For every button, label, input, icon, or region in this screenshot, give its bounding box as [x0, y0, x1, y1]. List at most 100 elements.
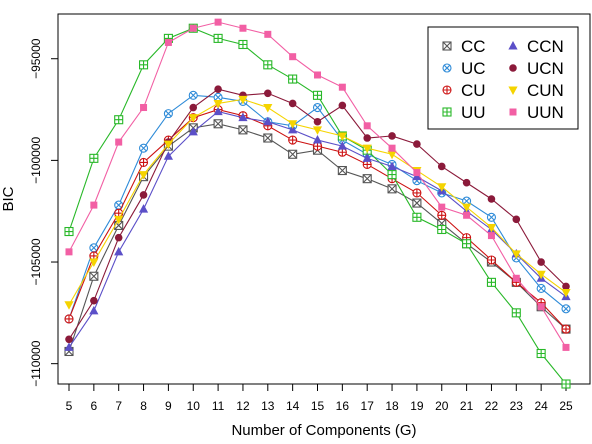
x-tick-label: 25 [559, 399, 573, 413]
data-point-uun [189, 24, 197, 32]
data-point-uun [487, 232, 495, 240]
data-point-cun [64, 301, 74, 310]
data-point-ucn [363, 134, 372, 142]
data-point-ccn [64, 342, 74, 351]
series-ccn [64, 106, 571, 351]
data-point-ucn [264, 89, 272, 98]
data-point-cun [263, 104, 273, 113]
series-layer [64, 18, 571, 389]
data-point-uun [512, 274, 520, 282]
data-point-uu [511, 308, 521, 318]
data-point-cun [437, 183, 447, 192]
legend-marker-cc [442, 41, 452, 51]
data-point-ucn [189, 103, 198, 112]
data-point-uc [188, 90, 198, 100]
legend-label-ccn: CCN [527, 37, 564, 56]
data-point-uun [239, 24, 247, 32]
data-point-ccn [188, 126, 198, 136]
data-point-cun [337, 132, 347, 141]
x-tick-label: 24 [534, 399, 548, 413]
data-point-ccn [213, 106, 223, 116]
data-point-uun [537, 303, 545, 311]
y-tick-label: −105000 [29, 238, 43, 285]
data-point-uun [214, 18, 222, 26]
data-point-ucn [214, 85, 222, 94]
data-point-ucn [338, 101, 347, 110]
x-tick-label: 17 [361, 399, 375, 413]
data-point-uu [536, 348, 546, 359]
data-point-uu [462, 239, 472, 249]
data-point-cc [337, 165, 347, 176]
data-point-uun [338, 83, 346, 91]
data-point-uun [413, 169, 421, 177]
data-point-cun [387, 150, 397, 160]
data-point-ccn [288, 124, 298, 134]
data-point-uu [561, 379, 571, 389]
data-point-cun [288, 120, 298, 129]
data-point-cu [561, 324, 571, 334]
data-point-uu [238, 39, 248, 50]
x-tick-label: 21 [460, 399, 474, 413]
data-point-cc [89, 271, 99, 281]
data-point-uun [164, 38, 172, 46]
data-point-cc [288, 149, 298, 159]
data-point-cc [238, 125, 248, 135]
x-tick-label: 16 [336, 399, 350, 413]
legend-marker-cun [508, 86, 518, 95]
data-point-cu [139, 157, 149, 167]
x-tick-label: 20 [435, 399, 449, 413]
data-point-ccn [387, 161, 397, 170]
x-tick-label: 5 [66, 399, 73, 413]
data-point-cu [486, 255, 497, 265]
data-point-ucn [388, 132, 396, 140]
data-point-ccn [89, 305, 99, 315]
data-point-uun [90, 201, 98, 209]
data-point-uu [114, 115, 124, 125]
data-point-ucn [413, 140, 421, 148]
legend-label-uc: UC [461, 59, 486, 78]
data-point-cun [312, 126, 323, 135]
data-point-uun [314, 71, 321, 79]
x-axis-label: Number of Components (G) [231, 422, 416, 439]
data-point-ucn [313, 117, 322, 126]
legend-label-ucn: UCN [527, 59, 564, 78]
data-point-cun [89, 258, 99, 268]
data-point-uu [412, 212, 422, 222]
data-point-uun [115, 138, 123, 146]
x-tick-label: 8 [140, 399, 147, 413]
legend-marker-ccn [508, 41, 518, 50]
data-point-cun [114, 215, 124, 225]
data-point-cu [412, 188, 422, 198]
data-point-ucn [114, 233, 123, 242]
data-point-uun [463, 211, 471, 219]
legend-marker-uu [442, 107, 452, 117]
data-point-uu [139, 60, 149, 70]
data-point-uu [288, 74, 298, 84]
y-tick-label: −110000 [29, 340, 43, 386]
legend-label-cu: CU [461, 81, 486, 100]
data-point-cun [238, 95, 248, 105]
x-tick-label: 11 [212, 399, 225, 413]
data-point-cun [486, 223, 497, 233]
data-point-cun [163, 140, 173, 150]
data-point-uu [387, 170, 397, 180]
legend-marker-uun [509, 108, 517, 116]
data-point-ucn [437, 162, 446, 171]
x-tick-label: 15 [311, 399, 325, 413]
data-point-cu [288, 135, 298, 145]
legend-marker-cu [442, 85, 452, 95]
data-point-uu [263, 60, 273, 70]
data-point-cu [437, 210, 447, 220]
x-axis: 5 6 7 8 9 10 11 12 13 14 15 16 17 18 19 20 21 22 23 24 25 [66, 383, 573, 413]
series-uun [65, 18, 570, 351]
data-point-cun [462, 203, 472, 213]
data-point-ucn [65, 335, 73, 344]
data-point-uun [438, 203, 446, 211]
data-point-ucn [512, 215, 521, 224]
data-point-ucn [562, 282, 570, 291]
data-point-uun [65, 248, 73, 256]
data-point-uc [163, 109, 173, 119]
data-point-cc [362, 174, 372, 184]
data-point-ccn [337, 141, 347, 150]
x-tick-label: 10 [187, 399, 201, 413]
